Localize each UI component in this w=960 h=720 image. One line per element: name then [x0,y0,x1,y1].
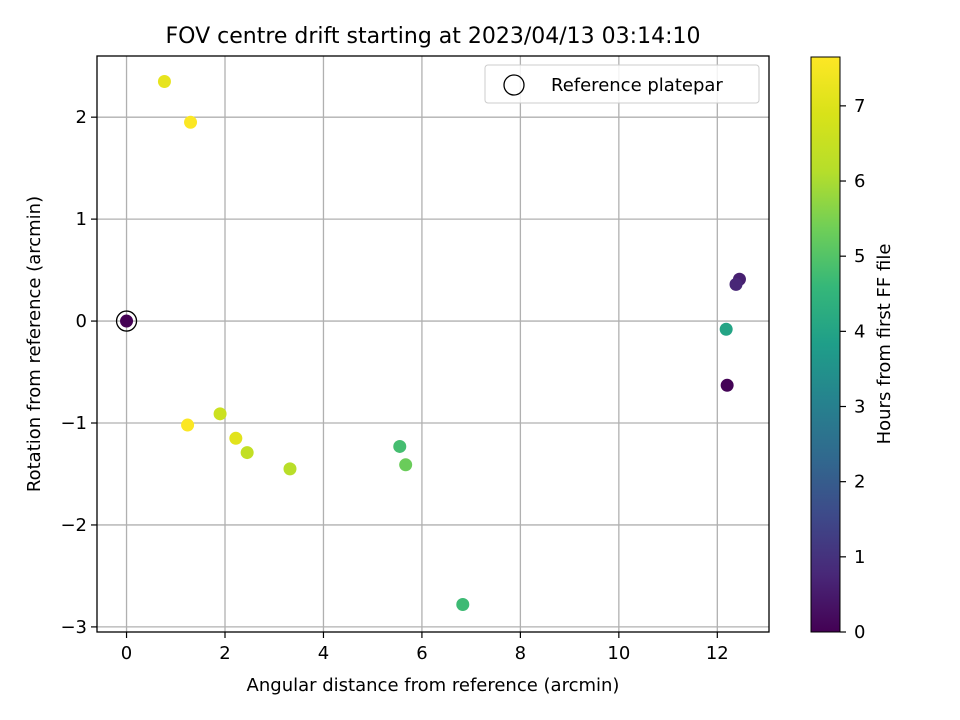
x-tick-label: 10 [607,643,630,664]
colorbar-tick-label: 6 [854,171,865,192]
data-point [181,418,195,432]
x-tick-label: 4 [318,643,329,664]
colorbar-tick-label: 5 [854,246,865,267]
colorbar-tick-label: 2 [854,472,865,493]
y-tick-label: 2 [76,107,87,128]
y-tick-label: 1 [76,209,87,230]
reference-marker [115,310,138,332]
data-point [283,462,297,476]
x-tick-label: 2 [219,643,230,664]
data-point [229,431,243,445]
data-point [729,277,743,291]
y-axis-ticks: −3 −2 −1 0 1 2 [60,107,97,638]
data-point [720,378,734,392]
colorbar-tick-label: 0 [854,622,865,643]
y-tick-label: −2 [60,515,87,536]
colorbar [810,56,841,633]
grid-lines [97,56,769,632]
data-point [120,314,134,328]
x-tick-label: 0 [121,643,132,664]
legend-box [484,64,760,104]
legend-entry-label: Reference platepar [551,75,723,96]
colorbar-tick-label: 7 [854,96,865,117]
data-point [240,446,254,460]
x-tick-label: 6 [416,643,427,664]
data-point [393,439,407,453]
colorbar-tick-label: 4 [854,321,865,342]
plot-frame [96,55,770,633]
colorbar-label: Hours from first FF file [874,244,895,445]
y-tick-label: 0 [76,311,87,332]
colorbar-ticks: 0 1 2 3 4 5 6 7 [840,96,865,643]
x-axis-label: Angular distance from reference (arcmin) [247,675,620,696]
data-point [456,597,470,611]
data-point [719,322,733,336]
y-tick-label: −3 [60,617,87,638]
x-axis-ticks: 0 2 4 6 8 10 12 [121,632,729,664]
chart-title: FOV centre drift starting at 2023/04/13 … [166,24,701,49]
colorbar-tick-label: 1 [854,547,865,568]
legend: Reference platepar [484,64,760,104]
data-points [115,74,746,611]
x-tick-label: 12 [706,643,729,664]
y-tick-label: −1 [60,413,87,434]
x-tick-label: 8 [515,643,526,664]
legend-reference-marker [503,74,525,96]
data-point [213,407,227,421]
data-point [184,115,198,129]
y-axis-label: Rotation from reference (arcmin) [24,196,45,492]
data-point [157,74,171,88]
colorbar-tick-label: 3 [854,397,865,418]
data-point [399,458,413,472]
